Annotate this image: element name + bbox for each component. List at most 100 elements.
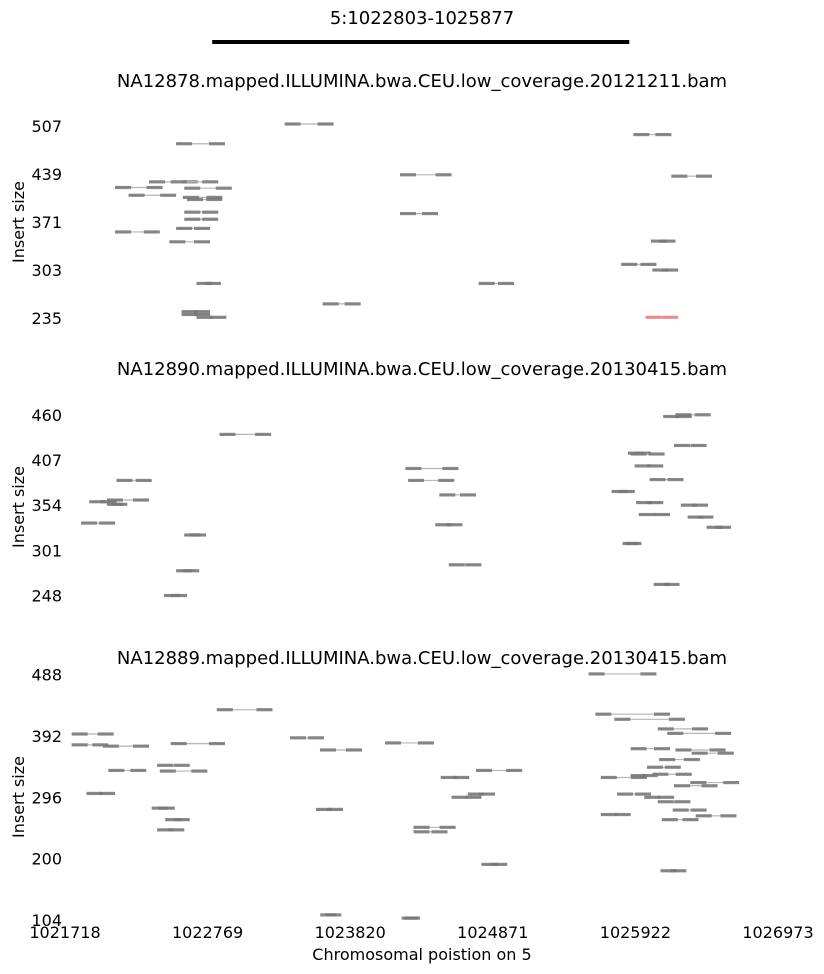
read-left <box>385 741 402 745</box>
read-right <box>691 503 708 507</box>
panel-2-ytick: 354 <box>31 496 62 515</box>
read-pair <box>588 672 657 676</box>
read-pair <box>106 498 149 502</box>
read-pair <box>157 763 190 767</box>
read-pair <box>646 765 681 769</box>
read-pair <box>196 315 227 319</box>
read-right <box>421 211 438 216</box>
read-right <box>618 489 635 494</box>
read-right <box>662 268 679 272</box>
read-pair <box>405 466 459 471</box>
read-right <box>658 795 675 799</box>
read-right <box>160 193 177 197</box>
read-right <box>691 727 708 731</box>
read-left <box>81 521 98 525</box>
read-left <box>657 800 674 804</box>
read-right <box>653 747 670 751</box>
read-right <box>132 744 149 748</box>
read-left <box>128 193 145 197</box>
read-pair <box>181 312 211 317</box>
read-pair <box>184 217 219 221</box>
read-left <box>170 741 187 746</box>
read-right <box>194 312 211 317</box>
read-pair <box>630 452 665 456</box>
read-right <box>670 869 687 873</box>
read-right <box>158 806 175 810</box>
read-left <box>315 807 332 812</box>
read-pair <box>413 825 456 829</box>
read-left <box>600 775 617 780</box>
read-left <box>630 773 647 778</box>
read-pair <box>322 302 361 306</box>
read-left <box>186 197 203 202</box>
read-pair <box>315 807 344 812</box>
read-left <box>322 302 339 306</box>
read-left <box>440 775 457 780</box>
read-left <box>481 862 498 866</box>
read-pair <box>651 239 676 243</box>
read-left <box>634 464 651 468</box>
panel-3-ytick: 200 <box>31 850 62 869</box>
read-left <box>671 174 688 178</box>
read-left <box>661 818 678 822</box>
read-right <box>308 736 325 740</box>
read-left <box>674 784 691 788</box>
read-right <box>675 772 692 776</box>
x-tick-label: 1021718 <box>29 923 100 942</box>
read-pair <box>671 174 713 178</box>
read-left <box>116 478 133 483</box>
read-right <box>641 773 658 778</box>
read-left <box>165 818 182 822</box>
read-pair <box>413 830 448 834</box>
read-pair <box>440 775 470 780</box>
read-right <box>344 302 361 306</box>
panel-3-ytick: 488 <box>31 666 62 685</box>
read-pair <box>706 525 732 529</box>
read-right <box>401 916 418 920</box>
panel-1: NA12878.mapped.ILLUMINA.bwa.CEU.low_cove… <box>9 71 727 328</box>
read-pair <box>108 768 147 773</box>
read-right <box>194 226 211 231</box>
panel-3-ytick: 104 <box>31 911 62 930</box>
read-pair <box>652 268 679 272</box>
read-pair <box>481 862 508 866</box>
read-right <box>100 500 117 504</box>
read-pair <box>401 916 421 920</box>
read-pair <box>630 773 658 778</box>
read-pair <box>170 180 219 184</box>
read-left <box>653 582 670 587</box>
read-right <box>146 185 163 190</box>
read-left <box>651 239 668 243</box>
read-left <box>595 712 612 716</box>
read-left <box>600 812 617 817</box>
read-pair <box>695 814 737 818</box>
read-pair <box>661 818 699 822</box>
read-pair <box>451 795 482 799</box>
read-pair <box>653 582 680 587</box>
read-left <box>413 825 430 829</box>
read-pair <box>169 240 211 244</box>
read-right <box>194 310 211 314</box>
read-right <box>189 533 206 537</box>
read-pair <box>176 226 211 231</box>
read-left <box>176 142 193 146</box>
read-right <box>215 186 232 190</box>
read-pair <box>636 500 664 505</box>
read-pair <box>614 717 685 721</box>
panel-2-ytick: 248 <box>31 587 62 606</box>
panel-1-ylabel: Insert size <box>9 181 28 263</box>
read-pair <box>170 741 225 746</box>
read-left <box>399 173 416 177</box>
read-right <box>435 173 452 177</box>
read-left <box>115 185 132 190</box>
read-left <box>645 315 662 319</box>
read-pair <box>81 521 116 525</box>
read-pair <box>675 748 726 752</box>
read-pair <box>219 432 272 436</box>
read-left <box>691 751 708 755</box>
read-left <box>680 503 697 507</box>
read-right <box>453 775 470 780</box>
read-right <box>327 807 344 812</box>
read-pair <box>399 173 452 177</box>
read-left <box>435 523 452 527</box>
